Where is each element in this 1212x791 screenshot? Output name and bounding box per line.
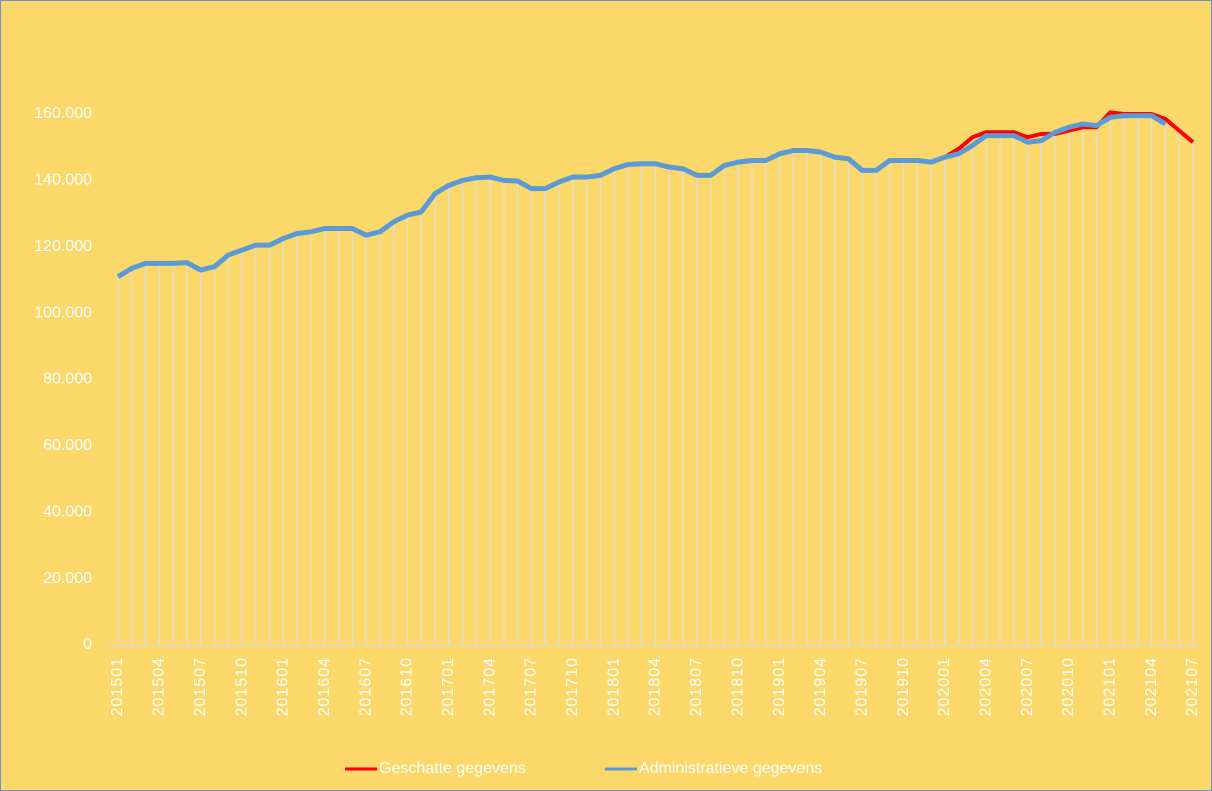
x-tick-label: 201504 xyxy=(151,657,168,716)
y-tick-label: 60.000 xyxy=(43,437,92,454)
x-tick-label: 201710 xyxy=(564,657,581,716)
x-tick-label: 202101 xyxy=(1102,657,1119,716)
y-tick-label: 140.000 xyxy=(34,172,92,189)
x-tick-label: 201910 xyxy=(895,657,912,716)
x-tick-label: 201807 xyxy=(688,657,705,716)
y-tick-label: 20.000 xyxy=(43,570,92,587)
y-tick-label: 0 xyxy=(83,636,92,653)
x-tick-label: 202001 xyxy=(936,657,953,716)
y-tick-label: 160.000 xyxy=(34,105,92,122)
x-tick-label: 202107 xyxy=(1184,657,1201,716)
x-tick-label: 201610 xyxy=(399,657,416,716)
x-tick-label: 201604 xyxy=(316,657,333,716)
x-tick-label: 201707 xyxy=(523,657,540,716)
x-tick-label: 201607 xyxy=(357,657,374,716)
x-tick-label: 202010 xyxy=(1060,657,1077,716)
series-line xyxy=(116,113,1167,279)
x-tick-label: 201510 xyxy=(233,657,250,716)
y-tick-label: 120.000 xyxy=(34,238,92,255)
y-tick-label: 40.000 xyxy=(43,503,92,520)
x-tick-label: 201810 xyxy=(729,657,746,716)
y-tick-label: 100.000 xyxy=(34,304,92,321)
x-tick-label: 201701 xyxy=(440,657,457,716)
x-tick-label: 202004 xyxy=(977,657,994,716)
x-tick-label: 201901 xyxy=(771,657,788,716)
x-tick-label: 201507 xyxy=(192,657,209,716)
x-tick-label: 202007 xyxy=(1019,657,1036,716)
x-tick-label: 201704 xyxy=(481,657,498,716)
x-tick-label: 201904 xyxy=(812,657,829,716)
x-tick-label: 201907 xyxy=(853,657,870,716)
x-tick-label: 202104 xyxy=(1143,657,1160,716)
legend-label: Administratieve gegevens xyxy=(639,760,822,777)
x-tick-label: 201804 xyxy=(647,657,664,716)
x-tick-label: 201801 xyxy=(605,657,622,716)
legend-label: Geschatte gegevens xyxy=(379,760,526,777)
x-tick-label: 201601 xyxy=(275,657,292,716)
y-tick-label: 80.000 xyxy=(43,371,92,388)
x-tick-label: 201501 xyxy=(109,657,126,716)
